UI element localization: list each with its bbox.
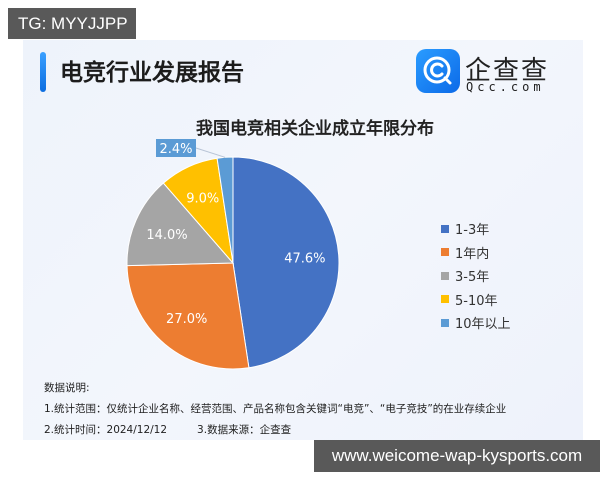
legend-swatch: [441, 248, 449, 257]
callout-box: [156, 139, 196, 157]
notes-row-2: 2.统计时间：2024/12/12 3.数据来源：企查查: [44, 420, 506, 441]
brand-domain: Qcc.com: [466, 80, 545, 94]
data-notes: 数据说明: 1.统计范围：仅统计企业名称、经营范围、产品名称包含关键词“电竞”、…: [44, 378, 506, 441]
notes-heading: 数据说明:: [44, 382, 90, 394]
pie-data-label: 27.0%: [166, 312, 207, 327]
pie-data-label: 47.6%: [284, 252, 325, 267]
legend-label: 10年以上: [455, 317, 511, 333]
notes-date: 2.统计时间：2024/12/12: [44, 424, 168, 436]
legend-swatch: [441, 295, 449, 304]
pie-data-label: 14.0%: [146, 228, 187, 243]
pie-data-label: 2.4%: [159, 142, 192, 157]
legend-swatch: [441, 224, 449, 233]
legend-item-3-5y: 3-5年: [441, 264, 511, 288]
watermark-top-left: TG: MYYJJPP: [8, 8, 136, 39]
chart-legend: 1-3年 1年内 3-5年 5-10年 10年以上: [441, 217, 511, 335]
pie-slice: [126, 182, 235, 267]
report-title: 电竞行业发展报告: [60, 60, 244, 86]
legend-swatch: [441, 318, 449, 327]
legend-item-1-3y: 1-3年: [441, 217, 511, 241]
legend-label: 1-3年: [455, 223, 490, 239]
legend-label: 3-5年: [455, 270, 490, 286]
pie-data-label: 9.0%: [186, 192, 219, 207]
legend-item-5-10y: 5-10年: [441, 288, 511, 312]
legend-label: 5-10年: [455, 293, 498, 309]
chart-title: 我国电竞相关企业成立年限分布: [196, 119, 434, 139]
watermark-bottom-right: www.weicome-wap-kysports.com: [314, 440, 600, 472]
notes-source: 3.数据来源：企查查: [197, 424, 292, 436]
callout-line: [195, 147, 226, 158]
qcc-logo-icon: [416, 49, 460, 93]
pie-slice: [232, 156, 340, 369]
pie-slice: [126, 262, 250, 370]
notes-scope: 1.统计范围：仅统计企业名称、经营范围、产品名称包含关键词“电竞”、“电子竞技”…: [44, 403, 507, 415]
legend-label: 1年内: [455, 246, 490, 262]
legend-swatch: [441, 271, 449, 280]
title-accent-bar: [40, 52, 46, 92]
legend-item-over-10y: 10年以上: [441, 311, 511, 335]
legend-item-within-1y: 1年内: [441, 241, 511, 265]
brand-name: 企查查: [465, 56, 550, 86]
